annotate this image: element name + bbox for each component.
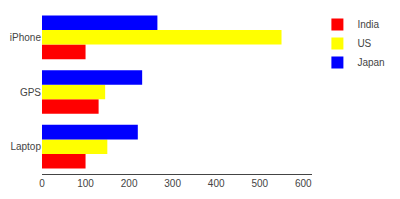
svg-text:Japan: Japan — [357, 57, 384, 68]
svg-text:0: 0 — [39, 178, 45, 189]
svg-text:600: 600 — [295, 178, 312, 189]
svg-text:India: India — [357, 19, 379, 30]
svg-text:Laptop: Laptop — [10, 141, 41, 152]
svg-text:US: US — [357, 38, 371, 49]
svg-text:iPhone: iPhone — [10, 32, 42, 43]
svg-text:200: 200 — [121, 178, 138, 189]
svg-text:500: 500 — [251, 178, 268, 189]
svg-text:100: 100 — [77, 178, 94, 189]
svg-text:400: 400 — [208, 178, 225, 189]
svg-text:GPS: GPS — [20, 87, 41, 98]
svg-text:300: 300 — [164, 178, 181, 189]
